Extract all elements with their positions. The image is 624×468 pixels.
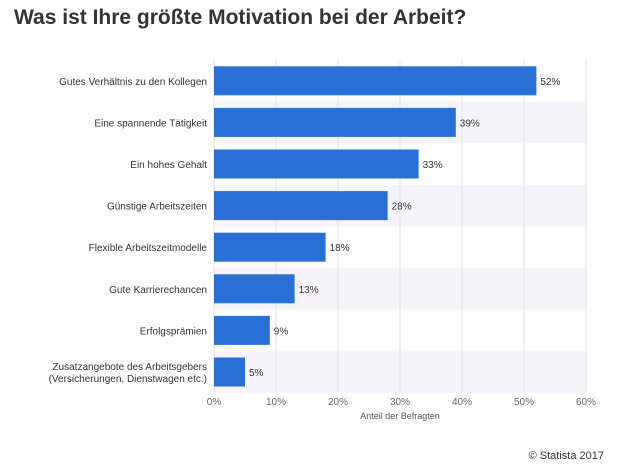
value-label: 52% (540, 77, 560, 88)
value-label: 28% (392, 202, 412, 213)
x-axis-title: Anteil der Befragten (360, 411, 440, 421)
category-label: Ein hohes Gehalt (130, 160, 207, 171)
bar (214, 274, 295, 304)
x-tick-label: 60% (576, 397, 596, 408)
x-tick-label: 40% (452, 397, 472, 408)
bar (214, 232, 326, 262)
value-label: 5% (249, 368, 264, 379)
value-label: 18% (330, 243, 350, 254)
category-label: Gute Karrierechancen (109, 285, 207, 296)
bar (214, 149, 419, 179)
bar (214, 107, 456, 137)
x-tick-label: 20% (328, 397, 348, 408)
value-label: 39% (460, 118, 480, 129)
bar (214, 191, 388, 221)
x-tick-label: 10% (266, 397, 286, 408)
x-tick-label: 0% (207, 397, 222, 408)
x-tick-label: 30% (390, 397, 410, 408)
category-label: Erfolgsprämien (140, 326, 207, 337)
value-label: 33% (423, 160, 443, 171)
bar (214, 315, 270, 345)
chart-title: Was ist Ihre größte Motivation bei der A… (14, 6, 467, 29)
category-label: Flexible Arbeitszeitmodelle (89, 243, 208, 254)
value-label: 13% (299, 285, 319, 296)
bar (214, 357, 245, 387)
category-label: Zusatzangebote des Arbeitsgebers (Versich… (49, 362, 207, 385)
bar (214, 66, 537, 96)
statista-credit: © Statista 2017 (528, 450, 604, 462)
x-tick-label: 50% (514, 397, 534, 408)
category-label: Günstige Arbeitszeiten (107, 202, 207, 213)
category-label: Gutes Verhältnis zu den Kollegen (59, 77, 207, 88)
value-label: 9% (274, 326, 289, 337)
category-label: Eine spannende Tätigkeit (94, 118, 207, 129)
